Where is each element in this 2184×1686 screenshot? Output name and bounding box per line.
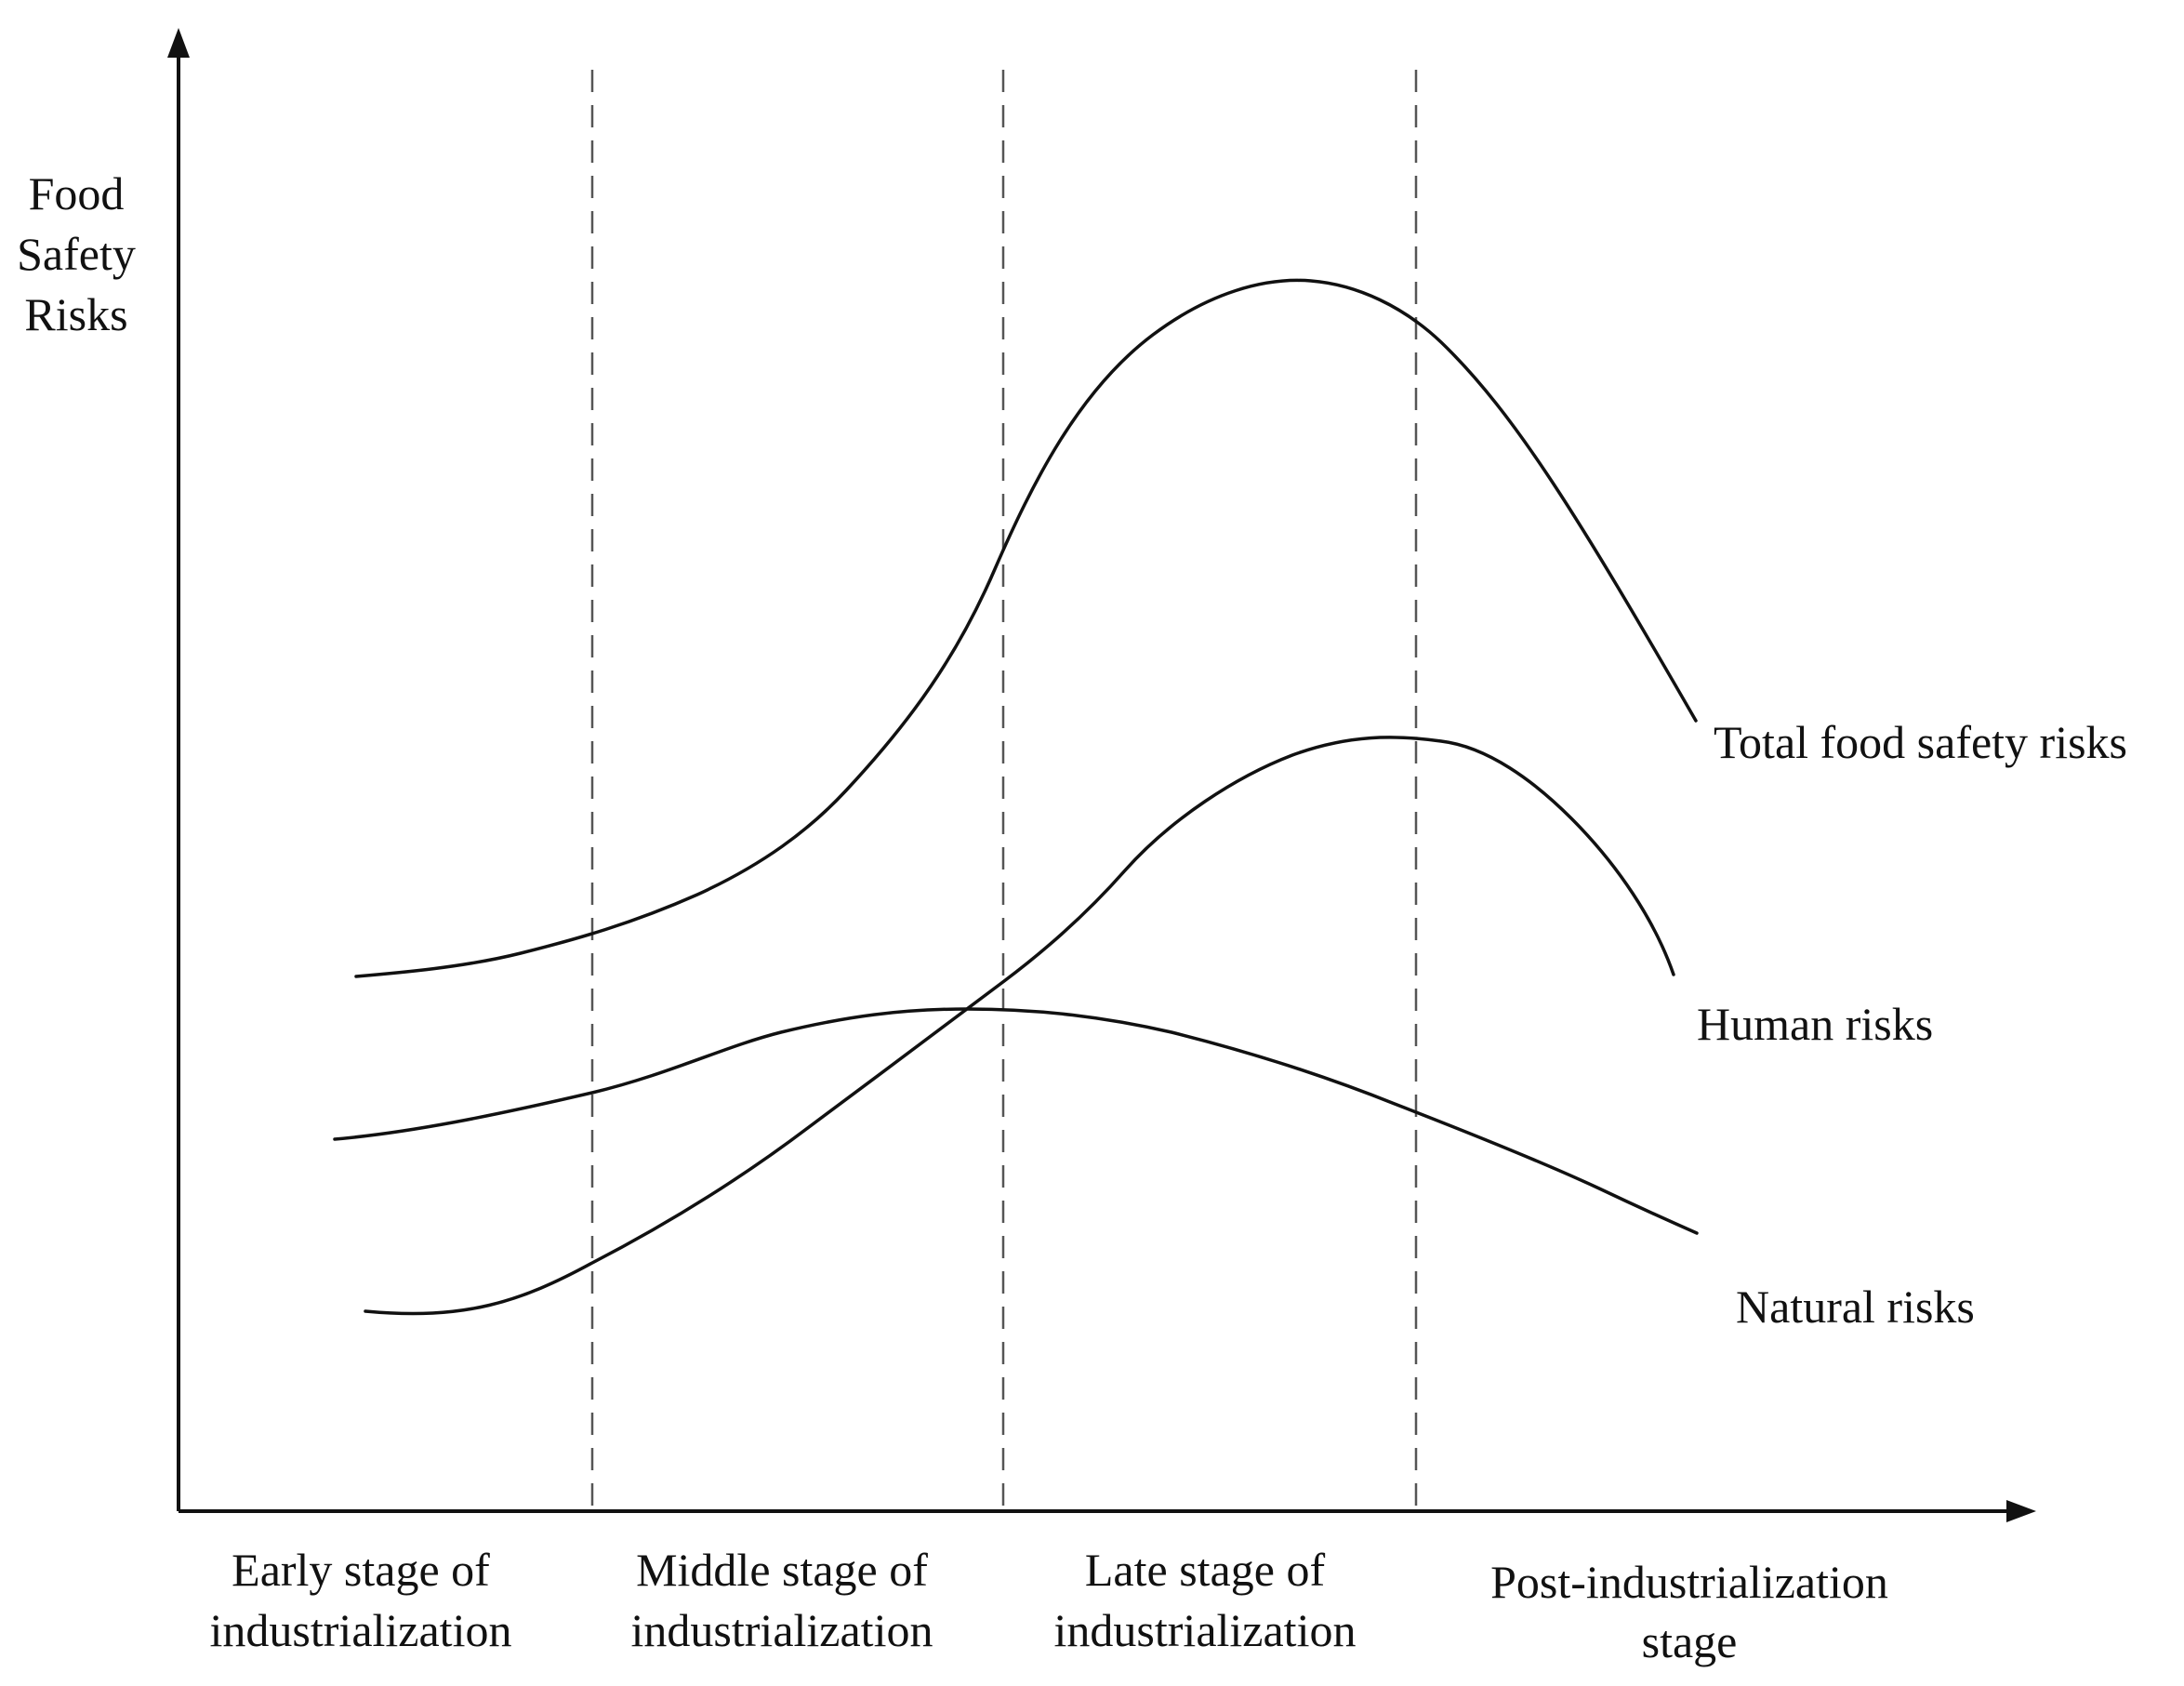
stage-post-line-2: stage [1642,1615,1738,1667]
y-axis-label-line-1: Food [29,167,125,219]
natural-risk-curve [333,1007,1699,1235]
curves [333,278,1699,1316]
human-risk-curve [364,736,1675,1316]
stage-early-line-2: industrialization [210,1604,512,1656]
y-axis-label-line-3: Risks [24,288,127,340]
axes [167,28,2036,1522]
stage-dividers [590,70,1418,1511]
y-axis-label: Food Safety Risks [17,167,136,340]
total-risk-label: Total food safety risks [1714,716,2127,768]
stage-post-line-1: Post-industrialization [1490,1556,1888,1608]
stage-late-line-2: industrialization [1054,1604,1357,1656]
stage-middle-line-1: Middle stage of [636,1544,928,1596]
natural-risk-label: Natural risks [1736,1281,1975,1333]
human-risk-label: Human risks [1697,998,1933,1050]
total-risk-curve [354,278,1698,978]
y-axis-label-line-2: Safety [17,228,136,280]
y-axis-arrow [167,28,190,58]
curve-labels: Total food safety risks Human risks Natu… [1697,716,2127,1333]
x-axis-arrow [2006,1500,2036,1522]
stage-early-line-1: Early stage of [232,1544,490,1596]
stage-labels: Early stage of industrialization Middle … [210,1544,1888,1667]
stage-late-line-1: Late stage of [1085,1544,1326,1596]
stage-middle-line-2: industrialization [631,1604,933,1656]
